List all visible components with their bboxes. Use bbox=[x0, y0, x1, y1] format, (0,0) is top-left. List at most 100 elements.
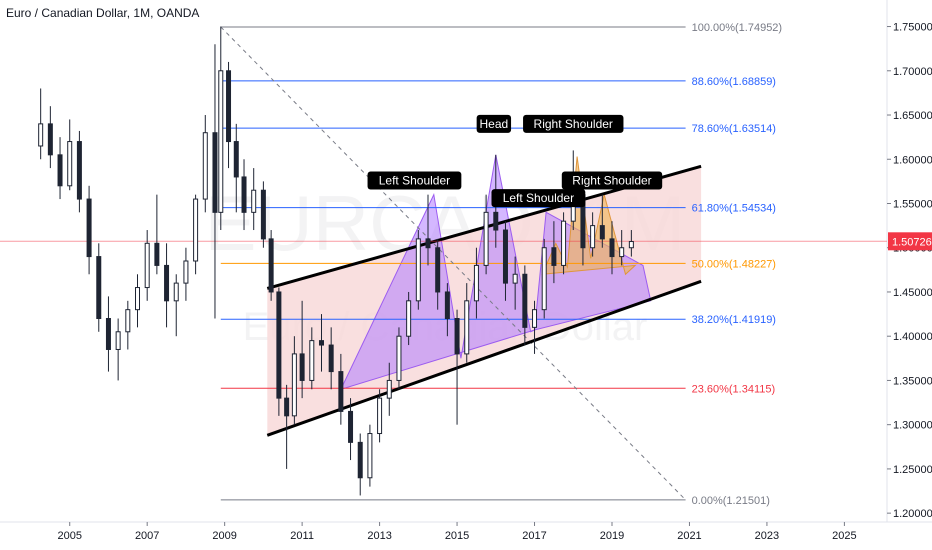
candle-body bbox=[164, 264, 170, 302]
candle-body bbox=[493, 211, 499, 231]
candle-body bbox=[276, 291, 282, 399]
candle-body bbox=[628, 241, 634, 249]
y-tick-label: 1.45000 bbox=[893, 287, 932, 299]
current-price-label: 1.50726 bbox=[892, 236, 932, 248]
candle-body bbox=[561, 220, 567, 266]
y-tick-label: 1.70000 bbox=[893, 66, 932, 78]
pattern-label-box bbox=[476, 114, 512, 133]
candle-body bbox=[435, 247, 441, 293]
candle-body bbox=[67, 141, 73, 187]
y-tick-label: 1.65000 bbox=[893, 110, 932, 122]
candle-body bbox=[47, 123, 53, 156]
current-price-badge bbox=[888, 232, 932, 251]
candle-body bbox=[367, 433, 373, 479]
candle-body bbox=[115, 331, 121, 350]
pattern-label: Right Shoulder bbox=[572, 173, 651, 187]
x-tick-label: 2011 bbox=[290, 530, 314, 542]
fib-level-label: 0.00%(1.21501) bbox=[692, 495, 770, 507]
fib-level-label: 100.00%(1.74952) bbox=[692, 22, 783, 34]
candle-body bbox=[502, 229, 508, 284]
y-tick-label: 1.20000 bbox=[893, 508, 932, 520]
y-tick-label: 1.30000 bbox=[893, 420, 932, 432]
candle-body bbox=[76, 141, 82, 200]
x-tick-label: 2017 bbox=[522, 530, 546, 542]
candle-body bbox=[454, 318, 460, 355]
candle-body bbox=[86, 198, 92, 258]
x-tick-label: 2025 bbox=[832, 530, 856, 542]
candle-body bbox=[415, 238, 421, 302]
candle-body bbox=[609, 238, 615, 258]
candle-body bbox=[318, 340, 324, 346]
candle-body bbox=[551, 247, 557, 266]
x-tick-label: 2015 bbox=[445, 530, 469, 542]
pattern-label: Right Shoulder bbox=[534, 117, 613, 131]
pattern-label-box bbox=[367, 171, 462, 190]
candle-body bbox=[144, 242, 150, 289]
y-tick-label: 1.55000 bbox=[893, 198, 932, 210]
candle-body bbox=[522, 273, 528, 328]
candle-body bbox=[483, 211, 489, 266]
candle-body bbox=[406, 300, 412, 337]
candle-body bbox=[473, 264, 479, 302]
x-tick-label: 2005 bbox=[57, 530, 81, 542]
fib-level-label: 61.80%(1.54534) bbox=[692, 203, 776, 215]
x-tick-label: 2007 bbox=[135, 530, 159, 542]
fib-level-label: 50.00%(1.48227) bbox=[692, 258, 776, 270]
pattern-label: Left Shoulder bbox=[503, 191, 574, 205]
candle-body bbox=[386, 379, 392, 399]
candle-body bbox=[251, 189, 257, 213]
chart-title: Euro / Canadian Dollar, 1M, OANDA bbox=[6, 6, 200, 20]
candle-body bbox=[348, 410, 354, 443]
candle-body bbox=[425, 238, 431, 249]
candle-body bbox=[193, 198, 199, 262]
fib-level-label: 38.20%(1.41919) bbox=[692, 314, 776, 326]
candle-body bbox=[532, 309, 538, 328]
fib-trend-line bbox=[220, 26, 686, 501]
y-tick-label: 1.25000 bbox=[893, 464, 932, 476]
candle-body bbox=[260, 189, 266, 240]
candle-body bbox=[96, 256, 102, 320]
candle-body bbox=[105, 318, 111, 350]
x-tick-label: 2023 bbox=[755, 530, 779, 542]
candle-body bbox=[233, 141, 239, 178]
candle-body bbox=[173, 282, 179, 302]
fib-level-label: 23.60%(1.34115) bbox=[692, 383, 776, 395]
candle-body bbox=[183, 260, 189, 284]
fib-level-label: 88.60%(1.68859) bbox=[692, 76, 776, 88]
candle-body bbox=[396, 335, 402, 381]
candle-body bbox=[338, 371, 344, 412]
y-tick-label: 1.60000 bbox=[893, 154, 932, 166]
pattern-label-box bbox=[561, 171, 663, 190]
candle-body bbox=[444, 291, 450, 320]
candle-body bbox=[218, 70, 224, 213]
x-tick-label: 2013 bbox=[367, 530, 391, 542]
candle-body bbox=[154, 242, 160, 266]
candle-body bbox=[299, 353, 305, 381]
candle-body bbox=[38, 123, 44, 147]
candle-body bbox=[590, 225, 596, 249]
candle-body bbox=[284, 397, 290, 417]
x-tick-label: 2009 bbox=[212, 530, 236, 542]
pattern-label: Head bbox=[480, 117, 509, 131]
candle-body bbox=[377, 397, 383, 435]
candle-body bbox=[57, 154, 63, 187]
candle-body bbox=[512, 273, 518, 284]
candle-body bbox=[291, 353, 297, 417]
pattern-label-box bbox=[523, 114, 624, 133]
pattern-label-box bbox=[491, 189, 586, 208]
candle-body bbox=[212, 132, 218, 213]
pattern-label: Left Shoulder bbox=[379, 173, 450, 187]
candle-body bbox=[125, 309, 131, 333]
candle-body bbox=[268, 238, 274, 293]
x-tick-label: 2021 bbox=[677, 530, 701, 542]
fib-level-label: 78.60%(1.63514) bbox=[692, 123, 776, 135]
candle-body bbox=[619, 247, 625, 258]
candle-body bbox=[241, 176, 247, 213]
candle-body bbox=[226, 70, 232, 143]
y-tick-label: 1.40000 bbox=[893, 331, 932, 343]
x-tick-label: 2019 bbox=[600, 530, 624, 542]
candle-body bbox=[357, 441, 363, 479]
candle-body bbox=[541, 247, 547, 311]
